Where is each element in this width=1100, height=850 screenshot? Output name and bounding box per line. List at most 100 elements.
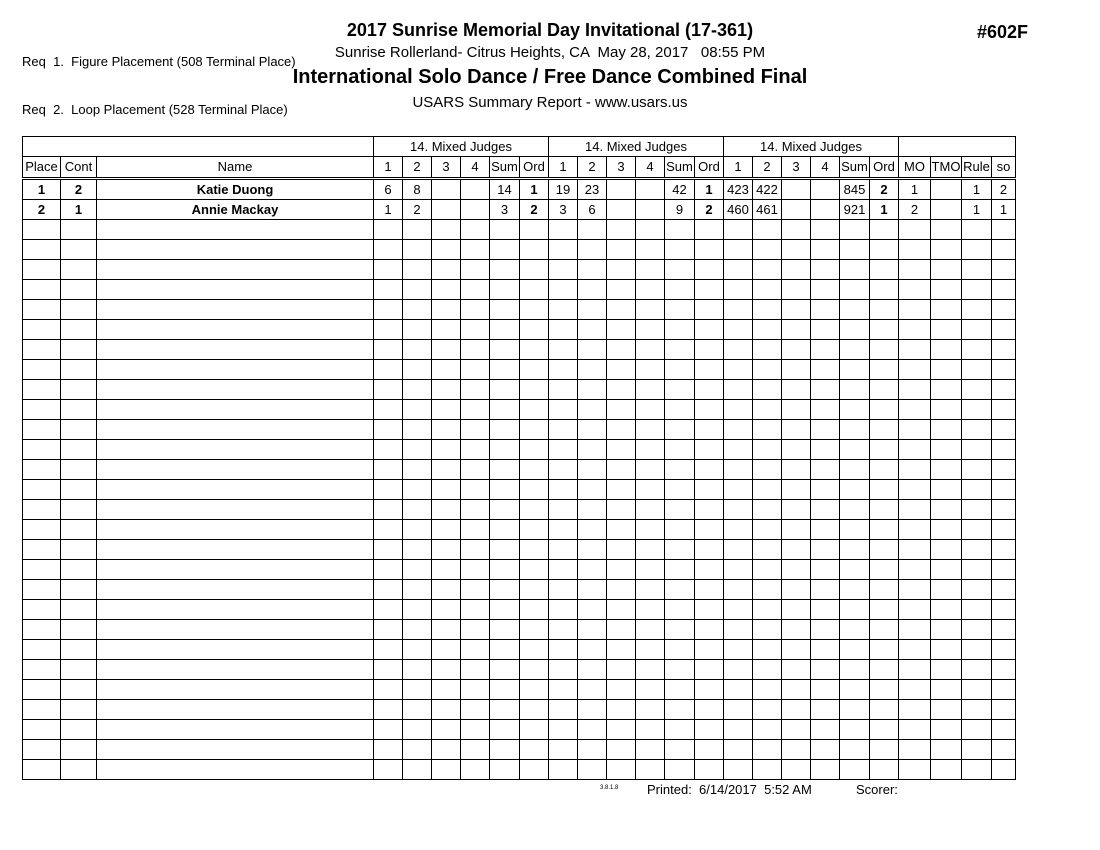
cell-sum (839, 319, 870, 340)
table-row (22, 619, 1016, 640)
cell-tmo (930, 279, 962, 300)
cell-ord (519, 299, 549, 320)
cell-sum (489, 519, 520, 540)
event-number: #602F (977, 22, 1029, 42)
cell-judge-score (373, 219, 403, 240)
table-row (22, 679, 1016, 700)
cell-cont (60, 359, 97, 380)
table-row (22, 459, 1016, 480)
cell-judge-score (606, 379, 636, 400)
cell-tmo (930, 339, 962, 360)
cell-judge-score (577, 359, 607, 380)
cell-ord (694, 759, 724, 780)
cell-ord (694, 339, 724, 360)
cell-judge-score (606, 679, 636, 700)
cell-rule (961, 679, 992, 700)
cell-mo (898, 299, 931, 320)
cell-judge-score (460, 419, 490, 440)
cell-judge-score (431, 519, 461, 540)
cell-judge-score (431, 379, 461, 400)
cell-judge-score (810, 399, 840, 420)
col-header-judge: 2 (402, 156, 432, 180)
col-header-name: Name (96, 156, 374, 180)
cell-judge-score (635, 639, 665, 660)
cell-judge-score: 6 (373, 178, 403, 200)
cell-judge-score (635, 479, 665, 500)
cell-ord (869, 679, 899, 700)
cell-sum (664, 499, 695, 520)
cell-judge-score (752, 219, 782, 240)
cell-judge-score (752, 519, 782, 540)
cell-judge-score (723, 659, 753, 680)
cell-ord (694, 239, 724, 260)
cell-ord (519, 499, 549, 520)
cell-mo: 2 (898, 199, 931, 220)
cell-so (991, 419, 1016, 440)
cell-name (96, 579, 374, 600)
cell-so (991, 599, 1016, 620)
cell-judge-score (460, 499, 490, 520)
cell-place: 2 (22, 199, 61, 220)
cell-so (991, 359, 1016, 380)
cell-rule (961, 359, 992, 380)
cell-mo (898, 239, 931, 260)
cell-cont (60, 619, 97, 640)
cell-sum (839, 339, 870, 360)
cell-ord (519, 639, 549, 660)
cell-ord (519, 379, 549, 400)
cell-sum (839, 279, 870, 300)
cell-judge-score (781, 619, 811, 640)
cell-cont (60, 739, 97, 760)
cell-ord (694, 439, 724, 460)
cell-sum (839, 639, 870, 660)
cell-ord (519, 739, 549, 760)
cell-ord (519, 539, 549, 560)
cell-ord (694, 459, 724, 480)
cell-judge-score (460, 239, 490, 260)
cell-judge-score (810, 759, 840, 780)
cell-judge-score (460, 299, 490, 320)
cell-ord (694, 419, 724, 440)
cell-cont (60, 339, 97, 360)
table-row (22, 519, 1016, 540)
cell-judge-score (373, 459, 403, 480)
judge-group-label: 14. Mixed Judges (723, 136, 899, 157)
cell-cont (60, 479, 97, 500)
cell-judge-score (460, 178, 490, 200)
cell-sum (664, 299, 695, 320)
cell-judge-score (635, 219, 665, 240)
cell-judge-score (723, 259, 753, 280)
col-header-rule: Rule (961, 156, 992, 180)
summary-table: 14. Mixed Judges 14. Mixed Judges 14. Mixe… (22, 136, 1016, 780)
cell-ord (519, 479, 549, 500)
cell-place (22, 579, 61, 600)
cell-judge-score (810, 379, 840, 400)
cell-judge-score (606, 739, 636, 760)
cell-place (22, 699, 61, 720)
cell-ord (869, 659, 899, 680)
col-header-judge: 1 (723, 156, 753, 180)
cell-judge-score (373, 679, 403, 700)
cell-judge-score (431, 459, 461, 480)
cell-judge-score (548, 739, 578, 760)
cell-mo (898, 559, 931, 580)
cell-sum (489, 559, 520, 580)
cell-judge-score (606, 719, 636, 740)
cell-name (96, 459, 374, 480)
judge-group-row: 14. Mixed Judges 14. Mixed Judges 14. Mixe… (22, 136, 1016, 157)
cell-name: Annie Mackay (96, 199, 374, 220)
cell-sum (839, 579, 870, 600)
cell-judge-score (723, 499, 753, 520)
cell-name (96, 619, 374, 640)
cell-so (991, 459, 1016, 480)
cell-sum (664, 559, 695, 580)
cell-judge-score (460, 199, 490, 220)
cell-judge-score (548, 539, 578, 560)
cell-judge-score (810, 559, 840, 580)
cell-judge-score (548, 279, 578, 300)
cell-judge-score (431, 199, 461, 220)
cell-cont (60, 699, 97, 720)
cell-ord (519, 559, 549, 580)
cell-ord (519, 419, 549, 440)
cell-tmo (930, 199, 962, 220)
